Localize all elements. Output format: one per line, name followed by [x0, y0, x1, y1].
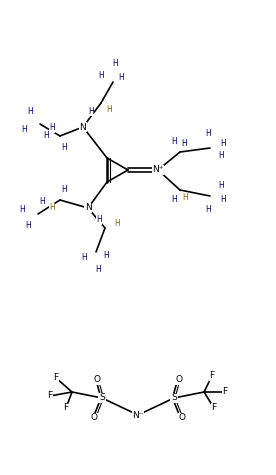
- Text: H: H: [205, 130, 211, 139]
- Text: H: H: [95, 265, 101, 274]
- Text: H: H: [49, 124, 55, 133]
- Text: H: H: [39, 197, 45, 206]
- Text: H: H: [49, 203, 55, 212]
- Text: H: H: [103, 251, 109, 260]
- Text: H: H: [106, 104, 112, 114]
- Text: H: H: [220, 196, 226, 205]
- Text: H: H: [182, 193, 188, 202]
- Text: H: H: [81, 254, 87, 263]
- Text: H: H: [181, 140, 187, 149]
- Text: H: H: [19, 206, 25, 215]
- Text: O: O: [94, 376, 100, 384]
- Text: H: H: [114, 219, 120, 228]
- Text: N⁻: N⁻: [132, 410, 144, 419]
- Text: H: H: [21, 124, 27, 133]
- Text: O: O: [176, 376, 182, 384]
- Text: O: O: [179, 414, 185, 422]
- Text: H: H: [118, 74, 124, 83]
- Text: H: H: [171, 196, 177, 205]
- Text: H: H: [43, 131, 49, 140]
- Text: S: S: [171, 393, 177, 402]
- Text: H: H: [27, 107, 33, 116]
- Text: H: H: [171, 137, 177, 146]
- Text: H: H: [112, 59, 118, 68]
- Text: H: H: [218, 181, 224, 190]
- Text: F: F: [47, 391, 52, 400]
- Text: H: H: [98, 72, 104, 80]
- Text: H: H: [61, 143, 67, 152]
- Text: F: F: [209, 371, 214, 380]
- Text: H: H: [96, 216, 102, 225]
- Text: N: N: [79, 123, 86, 132]
- Text: F: F: [54, 373, 59, 382]
- Text: H: H: [25, 221, 31, 230]
- Text: H: H: [218, 152, 224, 161]
- Text: S: S: [99, 393, 105, 402]
- Text: H: H: [205, 206, 211, 215]
- Text: H: H: [61, 186, 67, 194]
- Text: N⁺: N⁺: [152, 165, 164, 174]
- Text: N: N: [85, 203, 91, 212]
- Text: F: F: [63, 403, 68, 412]
- Text: H: H: [88, 106, 94, 115]
- Text: F: F: [211, 403, 217, 412]
- Text: H: H: [220, 139, 226, 148]
- Text: F: F: [222, 388, 228, 397]
- Text: O: O: [91, 414, 97, 422]
